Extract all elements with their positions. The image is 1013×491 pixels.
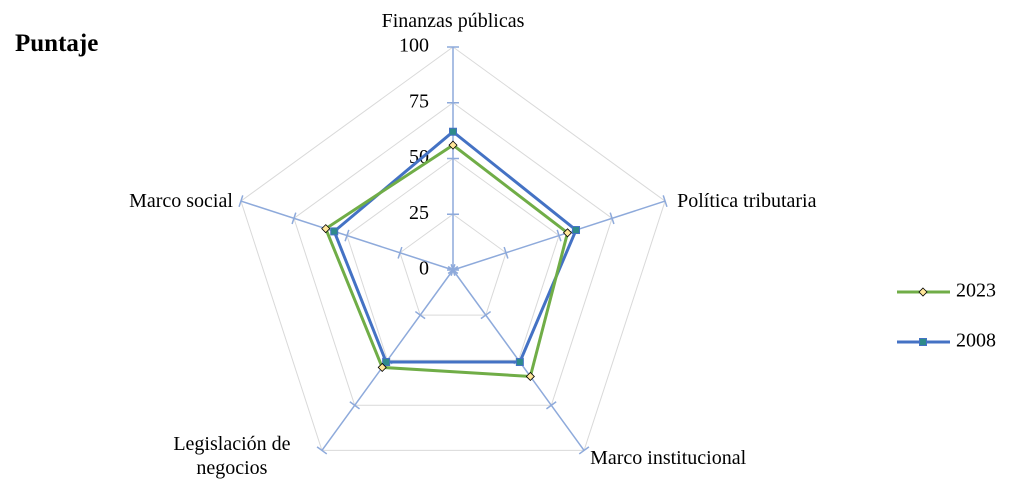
tick-mark bbox=[609, 212, 615, 225]
marker bbox=[918, 287, 928, 297]
tick-mark bbox=[349, 401, 360, 410]
tick-mark bbox=[546, 401, 557, 410]
marker bbox=[572, 226, 581, 235]
legend-label: 2008 bbox=[956, 330, 996, 352]
r-tick-label: 0 bbox=[419, 258, 429, 280]
grid-line bbox=[399, 213, 507, 316]
category-label: Marco social bbox=[129, 190, 233, 213]
tick-mark bbox=[556, 229, 562, 242]
marker bbox=[515, 358, 524, 367]
category-label: Política tributaria bbox=[677, 190, 817, 213]
marker bbox=[525, 371, 535, 382]
legend-label: 2023 bbox=[956, 280, 996, 302]
r-tick-label: 100 bbox=[399, 35, 429, 57]
category-label: Marco institucional bbox=[590, 447, 747, 470]
tick-mark bbox=[503, 246, 509, 259]
marker bbox=[919, 338, 927, 346]
category-label: Finanzas públicas bbox=[381, 10, 525, 32]
marker bbox=[449, 127, 457, 136]
grid-line bbox=[240, 46, 666, 451]
marker bbox=[330, 227, 339, 236]
tick-mark bbox=[344, 229, 350, 242]
category-label: Legislación de negocios bbox=[173, 433, 291, 480]
r-tick-label: 75 bbox=[409, 90, 429, 112]
series-line bbox=[332, 129, 578, 364]
marker bbox=[382, 358, 391, 367]
marker bbox=[377, 362, 387, 372]
tick-mark bbox=[450, 264, 456, 276]
tick-mark bbox=[316, 446, 328, 455]
tick-mark bbox=[480, 310, 492, 320]
tick-mark bbox=[397, 246, 403, 259]
tick-mark bbox=[662, 195, 668, 208]
grid-line bbox=[293, 102, 613, 406]
marker bbox=[562, 228, 573, 238]
tick-mark bbox=[414, 310, 426, 320]
r-tick-label: 25 bbox=[409, 202, 429, 224]
marker bbox=[448, 140, 458, 150]
marker bbox=[321, 224, 331, 234]
chart-title: Puntaje bbox=[15, 30, 99, 57]
grid-line bbox=[346, 157, 560, 361]
tick-mark bbox=[578, 446, 590, 455]
series-line bbox=[323, 143, 570, 379]
tick-mark bbox=[238, 195, 244, 208]
tick-mark bbox=[291, 212, 297, 225]
